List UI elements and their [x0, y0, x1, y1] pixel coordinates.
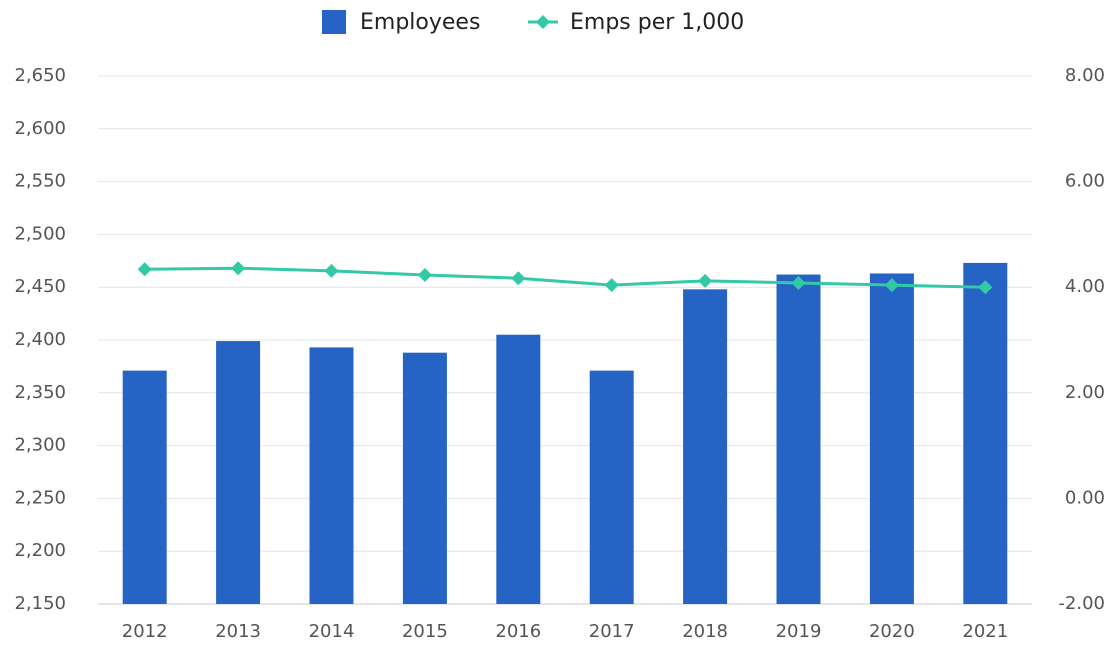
bar — [402, 352, 447, 604]
bar — [496, 334, 541, 604]
line-marker — [604, 278, 619, 293]
x-tick-label: 2017 — [589, 621, 635, 642]
legend-label: Emps per 1,000 — [570, 10, 744, 35]
bar — [122, 370, 167, 604]
x-tick-label: 2012 — [122, 621, 168, 642]
line — [144, 266, 986, 289]
y2-tick-label: 0.00 — [1065, 487, 1105, 508]
x-tick-label: 2020 — [869, 621, 915, 642]
line-marker — [978, 280, 993, 295]
y-tick-label: 2,550 — [14, 171, 66, 192]
legend-marker — [536, 15, 550, 29]
y-tick-label: 2,650 — [14, 65, 66, 86]
bar — [683, 289, 728, 604]
y-tick-label: 2,600 — [14, 118, 66, 139]
y-tick-label: 2,150 — [14, 593, 66, 614]
line-marker — [791, 275, 806, 290]
y2-tick-label: 4.00 — [1065, 276, 1105, 297]
bar — [309, 347, 354, 604]
x-tick-label: 2019 — [776, 621, 822, 642]
y-tick-label: 2,500 — [14, 223, 66, 244]
x-tick-label: 2014 — [309, 621, 355, 642]
legend-label: Employees — [360, 10, 480, 35]
line-marker — [137, 262, 152, 277]
x-tick-label: 2018 — [682, 621, 728, 642]
bar — [216, 341, 261, 604]
y2-tick-label: 8.00 — [1065, 65, 1105, 86]
line-marker — [324, 263, 339, 278]
bar — [963, 262, 1008, 604]
x-tick-label: 2021 — [962, 621, 1008, 642]
y-tick-label: 2,200 — [14, 540, 66, 561]
legend-swatch — [322, 10, 346, 34]
bar — [776, 274, 821, 604]
x-tick-label: 2015 — [402, 621, 448, 642]
line-marker — [884, 278, 899, 293]
x-tick-label: 2016 — [495, 621, 541, 642]
y-tick-label: 2,300 — [14, 435, 66, 456]
line-marker — [231, 261, 246, 276]
y-tick-label: 2,450 — [14, 276, 66, 297]
bar — [589, 370, 634, 604]
y2-tick-label: -2.00 — [1058, 593, 1105, 614]
y-tick-label: 2,400 — [14, 329, 66, 350]
x-tick-label: 2013 — [215, 621, 261, 642]
y-tick-label: 2,250 — [14, 487, 66, 508]
y2-tick-label: 6.00 — [1065, 171, 1105, 192]
y2-tick-label: 2.00 — [1065, 382, 1105, 403]
y-tick-label: 2,350 — [14, 382, 66, 403]
line-marker — [511, 271, 526, 286]
line-marker — [417, 268, 432, 283]
line-marker — [698, 273, 713, 288]
bar — [869, 273, 914, 604]
